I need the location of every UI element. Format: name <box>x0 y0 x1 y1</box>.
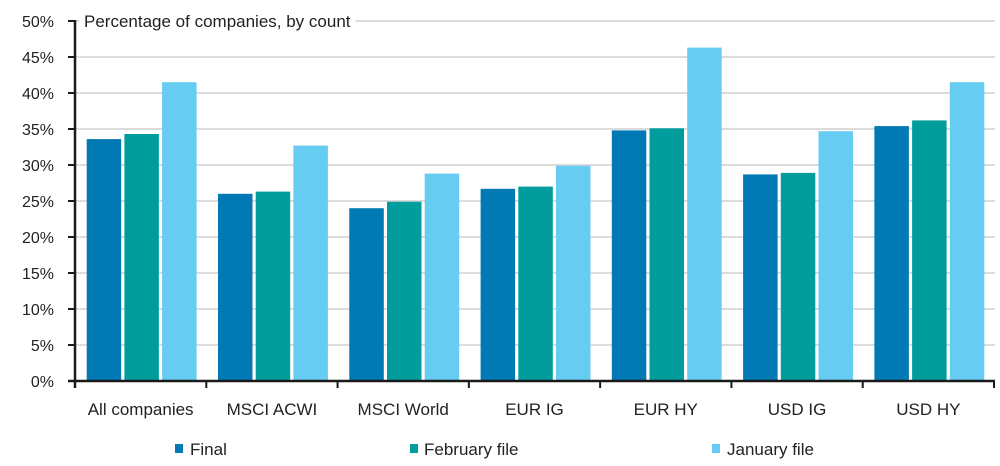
legend-swatch <box>712 444 720 453</box>
chart-title: Percentage of companies, by count <box>84 12 351 31</box>
y-tick-label: 10% <box>22 302 54 319</box>
bar-february-file-usd-ig <box>780 172 816 381</box>
bar-final-all-companies <box>86 139 122 381</box>
legend-label: February file <box>424 440 518 459</box>
y-tick-label: 15% <box>22 266 54 283</box>
axes <box>68 20 995 388</box>
bar-january-file-eur-hy <box>687 47 722 381</box>
legend-swatch <box>410 444 418 453</box>
y-tick-label: 20% <box>22 230 54 247</box>
bar-final-usd-ig <box>743 174 778 381</box>
x-tick-label: MSCI World <box>358 400 449 419</box>
legend-item-january-file: January file <box>712 440 814 459</box>
bar-february-file-eur-ig <box>518 186 553 381</box>
bar-final-eur-ig <box>480 188 516 381</box>
y-tick-label: 40% <box>22 86 54 103</box>
x-tick-label: USD IG <box>768 400 827 419</box>
x-tick-label: All companies <box>88 400 194 419</box>
bar-january-file-all-companies <box>162 82 197 381</box>
bar-february-file-all-companies <box>124 134 159 381</box>
x-tick-label: USD HY <box>896 400 960 419</box>
legend-swatch <box>175 444 183 453</box>
x-tick-labels: All companies MSCI ACWI MSCI World EUR IG EU… <box>88 400 961 419</box>
legend-item-final: Final <box>175 440 227 459</box>
bar-january-file-eur-ig <box>556 165 591 381</box>
y-tick-label: 35% <box>22 122 54 139</box>
legend-label: Final <box>190 440 227 459</box>
bar-january-file-msci-acwi <box>293 145 328 381</box>
y-tick-label: 30% <box>22 158 54 175</box>
bar-february-file-msci-world <box>387 201 422 381</box>
legend-item-february-file: February file <box>410 440 518 459</box>
x-tick-label: MSCI ACWI <box>227 400 318 419</box>
y-tick-label: 25% <box>22 194 54 211</box>
y-tick-label: 45% <box>22 50 54 67</box>
bar-final-msci-acwi <box>218 193 253 381</box>
y-tick-label: 0% <box>31 374 54 391</box>
bar-final-msci-world <box>349 208 384 381</box>
y-tick-labels: 0% 5% 10% 15% 20% 25% 30% 35% 40% 45% 50% <box>22 14 54 391</box>
bar-january-file-usd-hy <box>949 82 985 381</box>
x-tick-label: EUR HY <box>634 400 698 419</box>
legend-label: January file <box>727 440 814 459</box>
chart-title-background <box>79 8 356 32</box>
y-tick-label: 5% <box>31 338 54 355</box>
x-tick-label: EUR IG <box>505 400 564 419</box>
bar-final-eur-hy <box>611 130 647 381</box>
bar-february-file-eur-hy <box>649 128 684 381</box>
bar-february-file-msci-acwi <box>255 191 291 381</box>
legend: Final February file January file <box>175 440 814 459</box>
chart-title-group: Percentage of companies, by count <box>79 8 356 32</box>
bar-february-file-usd-hy <box>912 120 947 382</box>
bar-final-usd-hy <box>874 126 909 381</box>
bar-january-file-msci-world <box>424 173 460 381</box>
bars <box>86 47 985 382</box>
bar-january-file-usd-ig <box>818 131 853 381</box>
y-tick-label: 50% <box>22 14 54 31</box>
